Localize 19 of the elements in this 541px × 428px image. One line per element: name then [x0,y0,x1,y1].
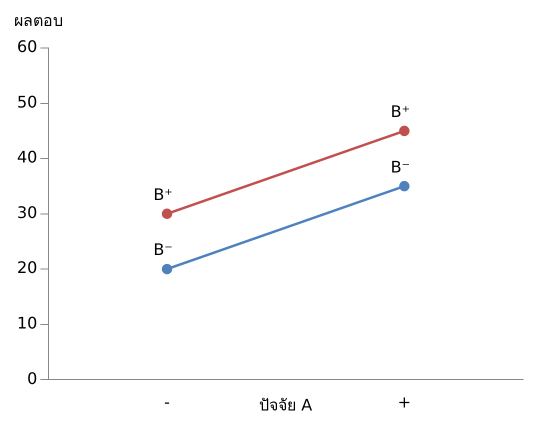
point [162,264,172,274]
text: B⁻ [390,157,410,176]
y-tick-label: 30 [17,202,38,222]
y-tick-label: 50 [17,92,38,112]
text: B⁺ [390,102,410,122]
series-label: B⁺ [153,184,173,204]
x-tick-label: + [398,392,412,412]
series-label: B⁻ [153,240,173,260]
y-axis-title: ผลตอบ [14,11,63,30]
point [162,208,172,220]
y-tick-label: 20 [17,258,38,278]
point [399,126,410,136]
y-tick-label: 60 [17,37,38,56]
y-tick-label: 40 [17,148,38,167]
x-tick-label: - [164,392,170,412]
y-tick-label: 0 [27,368,38,388]
point [399,180,410,192]
x-axis-title: ปัจจัย A [259,396,312,415]
y-tick-label: 10 [17,313,38,332]
